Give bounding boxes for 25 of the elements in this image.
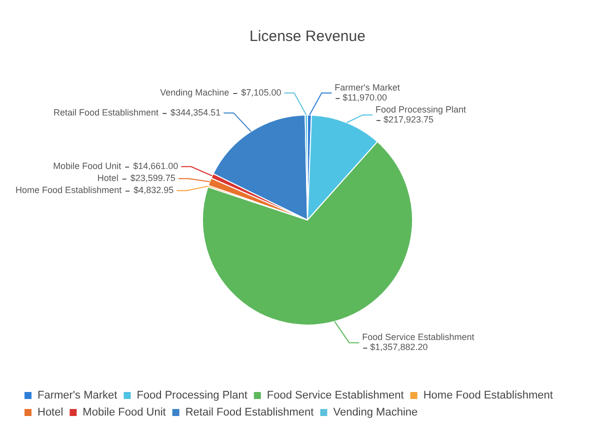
data-label: $217,923.75 — [384, 114, 434, 125]
category-label: Mobile Food Unit — [53, 161, 122, 172]
slice-label: Retail Food Establishment — [54, 107, 160, 118]
data-label: $7,105.00 — [241, 87, 282, 98]
data-label: $1,357,882.20 — [370, 342, 428, 352]
legend-label: Retail Food Establishment — [185, 406, 314, 419]
slice-label: Food Processing Plant — [376, 104, 467, 115]
slice-label: Farmer's Market — [334, 82, 400, 93]
legend-label: Food Service Establishment — [266, 390, 404, 402]
chart-title: License Revenue — [250, 28, 366, 46]
legend-label: Food Processing Plant — [136, 390, 248, 402]
slice-label: Food Service Establishment — [362, 332, 475, 342]
legend-label: Mobile Food Unit — [82, 406, 166, 419]
legend-label: Hotel — [38, 406, 64, 419]
data-label: $23,599.75 — [130, 173, 176, 184]
legend-label: Vending Machine — [333, 406, 418, 419]
category-label: Vending Machine — [160, 87, 230, 98]
legend-label: Farmer's Market — [38, 390, 118, 402]
category-label: Home Food Establishment — [16, 185, 122, 196]
data-label: $11,970.00 — [342, 92, 388, 103]
data-label: $344,354.51 — [170, 107, 221, 118]
data-label: $4,832.95 — [134, 185, 174, 196]
category-label: Hotel — [97, 173, 118, 184]
legend-label: Home Food Establishment — [423, 390, 553, 402]
data-label: $14,661.00 — [133, 161, 178, 172]
